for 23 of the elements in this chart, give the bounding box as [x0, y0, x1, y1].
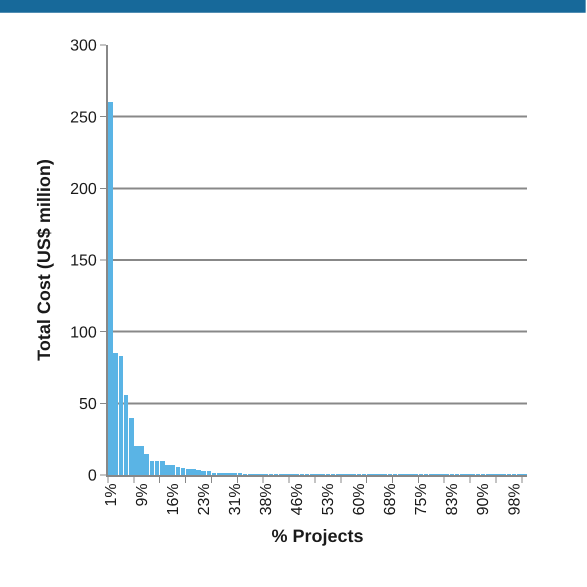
- y-tick-label: 100: [70, 324, 97, 342]
- y-tick-label: 150: [70, 252, 97, 270]
- x-tick-label: 90%: [475, 483, 492, 516]
- x-tick-label: 98%: [506, 483, 524, 516]
- x-tick-label: 83%: [444, 483, 462, 516]
- x-tick-label: 23%: [196, 483, 213, 516]
- y-tick-label: 0: [88, 468, 97, 485]
- y-tick-label: 50: [79, 396, 97, 413]
- y-tick-label: 250: [70, 109, 97, 126]
- x-tick-label: 9%: [134, 483, 151, 507]
- y-axis-title: Total Cost (US$ million): [34, 159, 54, 361]
- x-tick-label: 1%: [102, 483, 120, 507]
- x-axis-title: % Projects: [271, 526, 364, 546]
- x-tick-label: 31%: [226, 483, 244, 516]
- x-tick-label: 75%: [413, 483, 430, 516]
- x-tick-label: 53%: [320, 483, 338, 516]
- y-tick-label: 300: [70, 38, 97, 55]
- x-tick-label: 60%: [351, 483, 368, 516]
- x-tick-label: 68%: [382, 483, 400, 516]
- x-tick-label: 16%: [164, 483, 182, 516]
- y-tick-label: 200: [70, 180, 97, 198]
- x-tick-label: 38%: [258, 483, 275, 516]
- x-tick-label: 46%: [289, 483, 306, 516]
